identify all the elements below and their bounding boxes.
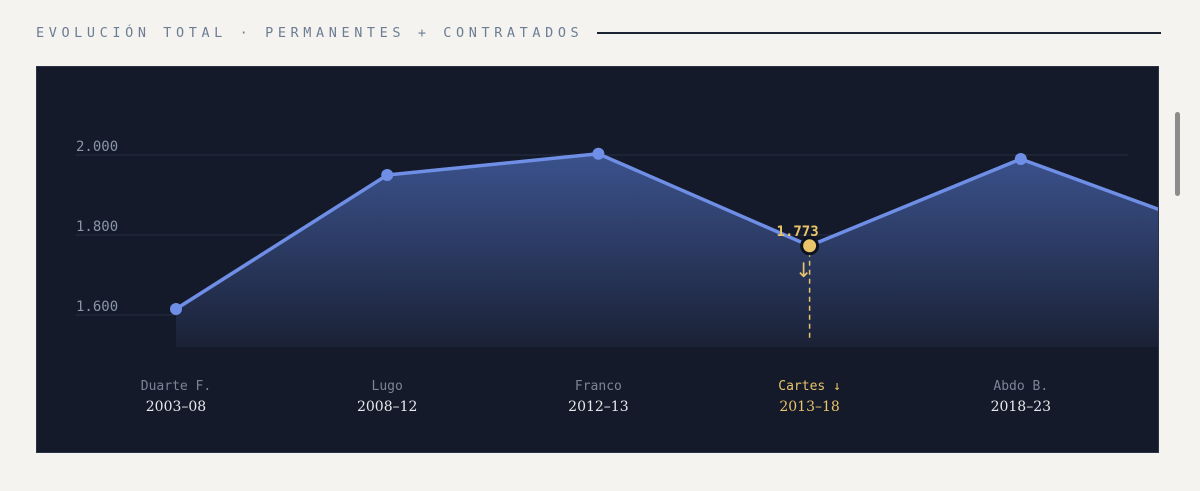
- x-category-label: Abdo B.: [993, 379, 1048, 394]
- highlight-value-label: 1.773: [777, 224, 819, 240]
- vertical-scrollbar[interactable]: [1172, 110, 1184, 200]
- x-period-label: 2008–12: [357, 399, 417, 415]
- highlight-down-arrow: ↓: [795, 258, 812, 282]
- x-period-label: 2013–18: [779, 399, 839, 415]
- section-divider: [597, 32, 1161, 34]
- y-tick-label: 1.600: [76, 299, 118, 315]
- x-category-label: Franco: [575, 379, 622, 394]
- data-point: [1014, 153, 1027, 165]
- x-period-label: 2003–08: [146, 399, 206, 415]
- section-header: EVOLUCIÓN TOTAL · PERMANENTES + CONTRATA…: [36, 22, 1161, 44]
- x-period-label: 2012–13: [568, 399, 628, 415]
- section-title: EVOLUCIÓN TOTAL · PERMANENTES + CONTRATA…: [36, 25, 584, 41]
- data-point: [170, 303, 182, 315]
- x-period-label: 2018–23: [991, 399, 1051, 415]
- area-fill: [176, 153, 1158, 347]
- data-point: [592, 147, 605, 160]
- highlight-point: [800, 236, 820, 256]
- y-tick-label: 1.800: [76, 219, 118, 235]
- x-category-label: Duarte F.: [141, 379, 211, 394]
- x-category-label: Lugo: [372, 379, 403, 394]
- data-point: [381, 169, 394, 181]
- y-tick-label: 2.000: [76, 139, 118, 155]
- series-line: [174, 152, 1158, 311]
- scrollbar-thumb[interactable]: [1175, 112, 1180, 196]
- x-category-label: Cartes ↓: [778, 379, 841, 394]
